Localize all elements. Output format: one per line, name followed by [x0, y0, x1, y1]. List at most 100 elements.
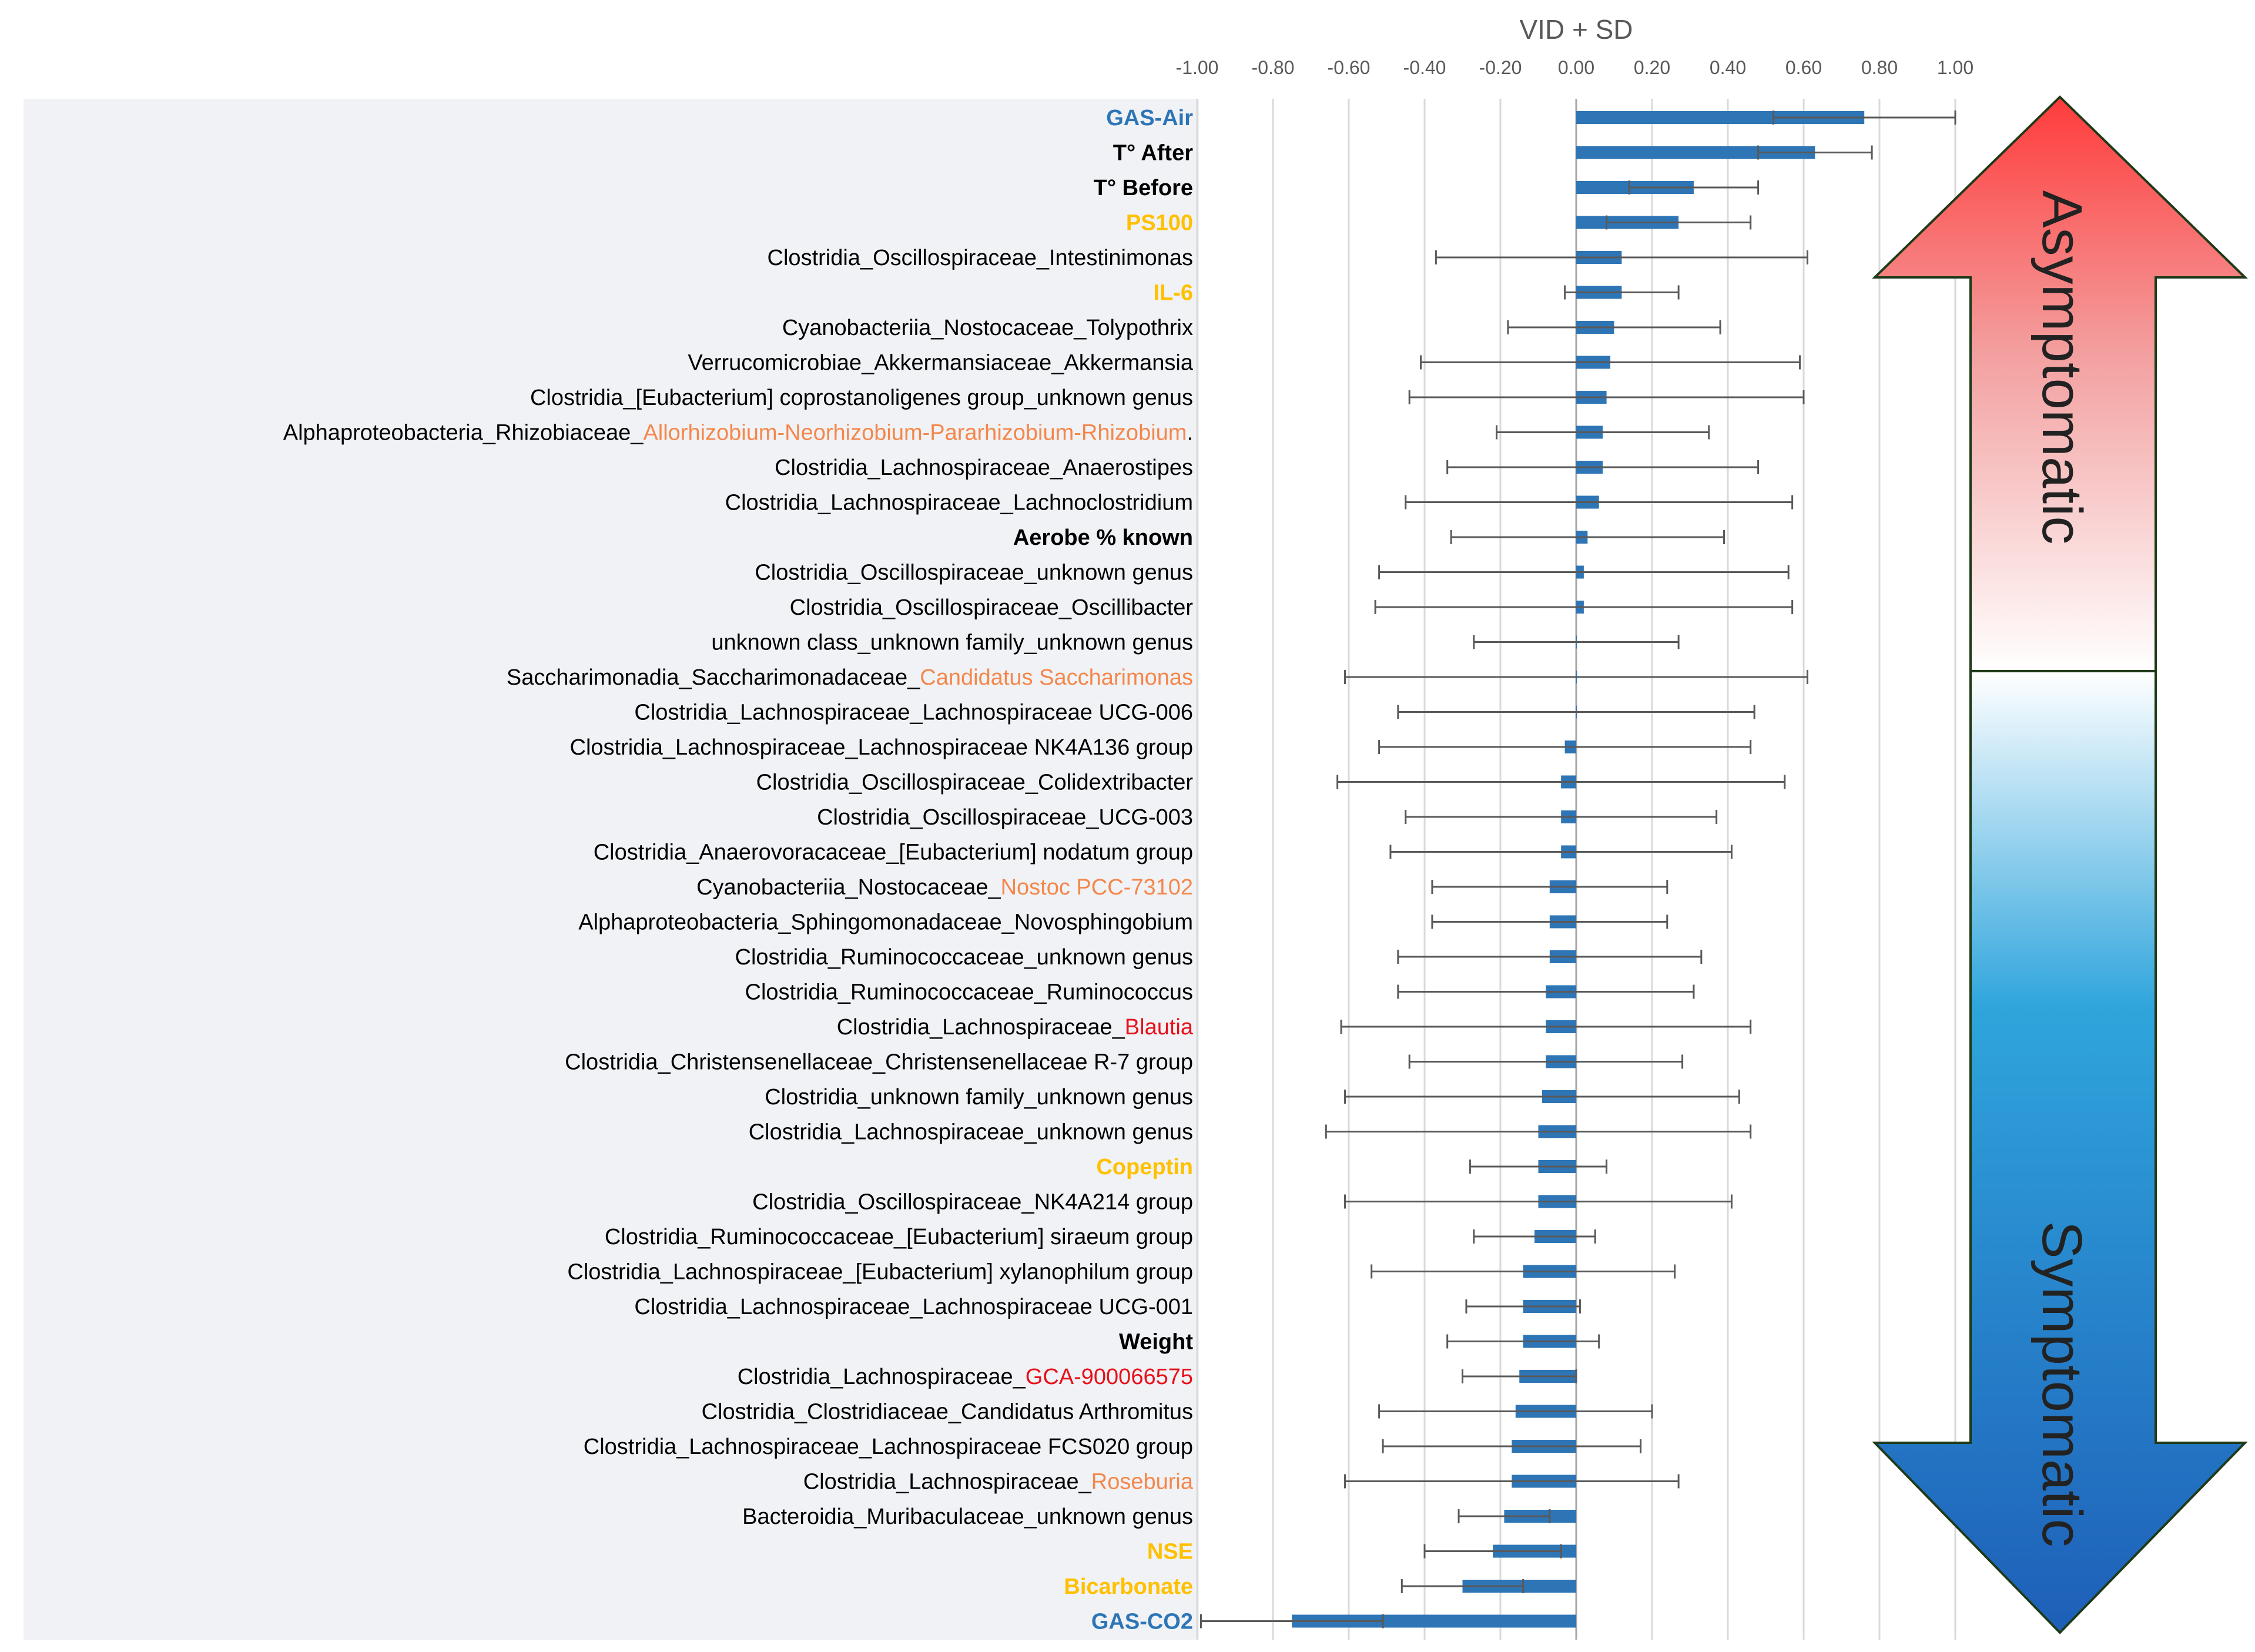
- category-label: GAS-Air: [1106, 106, 1193, 130]
- category-label-part: T° After: [1113, 141, 1193, 166]
- category-label-part: Clostridia_Lachnospiraceae_Anaerostipes: [775, 455, 1193, 480]
- category-label: unknown class_unknown family_unknown gen…: [711, 631, 1193, 655]
- category-label-part: NSE: [1147, 1540, 1193, 1564]
- x-tick-label: -0.40: [1403, 57, 1446, 78]
- x-tick-label: -1.00: [1176, 57, 1219, 78]
- category-label-part: T° Before: [1094, 176, 1193, 200]
- category-label: Clostridia_[Eubacterium] coprostanoligen…: [530, 386, 1193, 410]
- x-tick-label: 0.80: [1861, 57, 1898, 78]
- category-label: Bacteroidia_Muribaculaceae_unknown genus: [742, 1504, 1193, 1529]
- category-label: Cyanobacteriia_Nostocaceae_Tolypothrix: [782, 316, 1193, 340]
- category-label: Clostridia_Oscillospiraceae_unknown genu…: [755, 561, 1193, 585]
- category-label: T° Before: [1094, 176, 1193, 200]
- category-label: Clostridia_Lachnospiraceae_Lachnospirace…: [634, 701, 1193, 725]
- category-label: Weight: [1119, 1330, 1193, 1355]
- category-label-part: Clostridia_Lachnospiraceae_Lachnospirace…: [634, 1295, 1193, 1319]
- x-tick-label: -0.60: [1328, 57, 1371, 78]
- category-label-part: Blautia: [1125, 1015, 1194, 1040]
- category-label: Clostridia_Lachnospiraceae_Blautia: [837, 1015, 1194, 1040]
- x-tick-label: -0.80: [1252, 57, 1295, 78]
- category-label-part: Copeptin: [1096, 1155, 1193, 1179]
- category-label: Saccharimonadia_Saccharimonadaceae_Candi…: [507, 665, 1193, 690]
- category-label-part: PS100: [1126, 211, 1193, 236]
- category-label: Clostridia_Lachnospiraceae_Anaerostipes: [775, 455, 1193, 480]
- category-label-part: Alphaproteobacteria_Rhizobiaceae_: [283, 421, 644, 445]
- category-label: Aerobe % known: [1013, 525, 1193, 550]
- category-label-part: Clostridia_unknown family_unknown genus: [765, 1085, 1193, 1110]
- category-label: GAS-CO2: [1091, 1610, 1193, 1634]
- category-label-part: Clostridia_Lachnospiraceae_: [837, 1015, 1125, 1040]
- category-label-part: Clostridia_Oscillospiraceae_UCG-003: [817, 805, 1193, 830]
- category-label-part: Allorhizobium-Neorhizobium-Pararhizobium…: [643, 421, 1187, 445]
- category-label: Clostridia_Lachnospiraceae_Lachnospirace…: [570, 735, 1194, 760]
- category-label: Cyanobacteriia_Nostocaceae_Nostoc PCC-73…: [696, 875, 1193, 900]
- category-label: Clostridia_Oscillospiraceae_NK4A214 grou…: [752, 1190, 1193, 1215]
- symptomatic-label: Symptomatic: [2030, 1221, 2093, 1547]
- category-label: IL-6: [1153, 281, 1193, 306]
- category-label-part: Nostoc PCC-73102: [1001, 875, 1193, 900]
- label-panel: [24, 99, 1199, 1640]
- category-label-part: GAS-CO2: [1091, 1610, 1193, 1634]
- category-label: Clostridia_unknown family_unknown genus: [765, 1085, 1193, 1110]
- category-label: Verrucomicrobiae_Akkermansiaceae_Akkerma…: [688, 351, 1193, 376]
- category-label-part: Aerobe % known: [1013, 525, 1193, 550]
- category-label-part: Clostridia_Ruminococcaceae_Ruminococcus: [745, 980, 1193, 1005]
- category-label-part: Clostridia_Oscillospiraceae_Colidextriba…: [756, 770, 1194, 795]
- category-label-part: Weight: [1119, 1330, 1193, 1355]
- category-label: Clostridia_Ruminococcaceae_[Eubacterium]…: [605, 1225, 1193, 1249]
- bar: [1576, 146, 1815, 159]
- category-label: Clostridia_Lachnospiraceae_Lachnospirace…: [634, 1295, 1193, 1319]
- category-label-part: Cyanobacteriia_Nostocaceae_Tolypothrix: [782, 316, 1193, 340]
- category-label: Clostridia_Oscillospiraceae_UCG-003: [817, 805, 1193, 830]
- category-label: Clostridia_Ruminococcaceae_unknown genus: [735, 945, 1193, 970]
- x-tick-label: 1.00: [1937, 57, 1973, 78]
- category-label-part: Clostridia_Oscillospiraceae_unknown genu…: [755, 561, 1193, 585]
- category-label-part: Clostridia_Lachnospiraceae_Lachnospirace…: [584, 1435, 1193, 1459]
- down-arrow-shape: [1872, 670, 2248, 1634]
- asymptomatic-label: Asymptomatic: [2030, 190, 2093, 545]
- category-label: Bicarbonate: [1064, 1574, 1193, 1599]
- category-label-part: .: [1187, 421, 1193, 445]
- category-label-part: Clostridia_Clostridiaceae_Candidatus Art…: [702, 1400, 1193, 1425]
- category-label: Clostridia_Lachnospiraceae_[Eubacterium]…: [567, 1260, 1193, 1285]
- category-label-part: Roseburia: [1091, 1470, 1194, 1494]
- bar: [1292, 1614, 1576, 1628]
- category-label: Alphaproteobacteria_Sphingomonadaceae_No…: [578, 910, 1193, 935]
- category-label: Copeptin: [1096, 1155, 1193, 1179]
- category-label-part: Clostridia_[Eubacterium] coprostanoligen…: [530, 386, 1193, 410]
- category-label-part: Clostridia_Lachnospiraceae_Lachnoclostri…: [725, 491, 1193, 515]
- category-label: Clostridia_Lachnospiraceae_Lachnoclostri…: [725, 491, 1193, 515]
- category-label-part: Candidatus Saccharimonas: [920, 665, 1193, 690]
- category-label: Clostridia_Lachnospiraceae_Lachnospirace…: [584, 1435, 1193, 1459]
- category-label: Clostridia_Clostridiaceae_Candidatus Art…: [702, 1400, 1193, 1425]
- category-label-part: Saccharimonadia_Saccharimonadaceae_: [507, 665, 920, 690]
- category-label: Clostridia_Oscillospiraceae_Oscillibacte…: [790, 595, 1194, 620]
- category-label-part: Clostridia_Anaerovoracaceae_[Eubacterium…: [594, 840, 1193, 865]
- category-label: Alphaproteobacteria_Rhizobiaceae_Allorhi…: [283, 421, 1193, 445]
- category-label-part: Cyanobacteriia_Nostocaceae_: [696, 875, 1001, 900]
- x-tick-label: 0.00: [1558, 57, 1594, 78]
- x-tick-label: 0.60: [1785, 57, 1822, 78]
- category-label-part: GCA-900066575: [1026, 1365, 1193, 1389]
- category-label: NSE: [1147, 1540, 1193, 1564]
- chart-title: VID + SD: [1519, 14, 1633, 45]
- category-label: Clostridia_Anaerovoracaceae_[Eubacterium…: [594, 840, 1193, 865]
- category-label-part: Clostridia_Lachnospiraceae_Lachnospirace…: [634, 701, 1193, 725]
- category-label-part: Clostridia_Oscillospiraceae_Oscillibacte…: [790, 595, 1194, 620]
- x-tick-label: 0.40: [1710, 57, 1746, 78]
- category-label: Clostridia_Ruminococcaceae_Ruminococcus: [745, 980, 1193, 1005]
- category-label-part: Clostridia_Lachnospiraceae_[Eubacterium]…: [567, 1260, 1193, 1285]
- category-label-part: GAS-Air: [1106, 106, 1193, 130]
- category-label-part: Alphaproteobacteria_Sphingomonadaceae_No…: [578, 910, 1193, 935]
- x-tick-label: 0.20: [1634, 57, 1670, 78]
- category-label-part: Clostridia_Lachnospiraceae_unknown genus: [749, 1120, 1193, 1145]
- category-label-part: Verrucomicrobiae_Akkermansiaceae_Akkerma…: [688, 351, 1193, 376]
- category-label-part: Clostridia_Ruminococcaceae_unknown genus: [735, 945, 1193, 970]
- bar: [1576, 111, 1865, 124]
- category-label-part: Clostridia_Lachnospiraceae_: [803, 1470, 1092, 1494]
- category-label-part: Bacteroidia_Muribaculaceae_unknown genus: [742, 1504, 1193, 1529]
- category-label: Clostridia_Oscillospiraceae_Intestinimon…: [768, 246, 1193, 270]
- category-label: Clostridia_Lachnospiraceae_GCA-900066575: [738, 1365, 1193, 1389]
- category-label: Clostridia_Lachnospiraceae_unknown genus: [749, 1120, 1193, 1145]
